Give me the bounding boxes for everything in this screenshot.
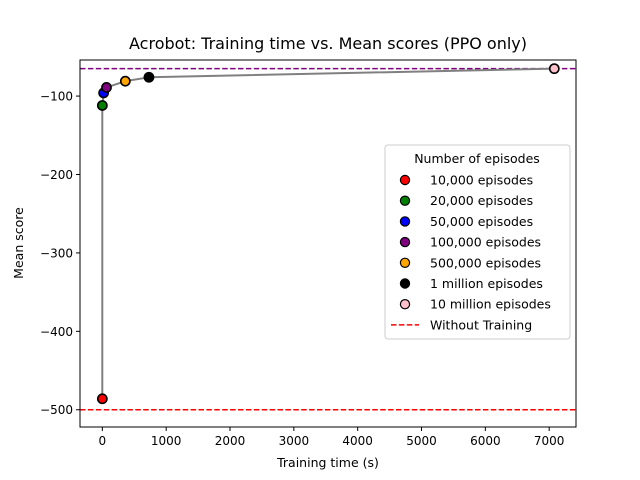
legend-entry-label: 100,000 episodes — [430, 235, 541, 250]
chart-title: Acrobot: Training time vs. Mean scores (… — [129, 34, 527, 53]
legend-entry-label: 20,000 episodes — [430, 193, 533, 208]
legend-marker-2 — [399, 216, 411, 227]
data-point-4 — [119, 75, 131, 87]
legend-frame — [384, 144, 571, 340]
legend-entry-label: 50,000 episodes — [430, 214, 533, 229]
x-tick-label: 4000 — [342, 434, 373, 448]
legend-entry-label: 10 million episodes — [430, 297, 551, 312]
axes-frame — [79, 59, 577, 428]
legend-marker-1 — [399, 195, 411, 206]
x-tick-label: 3000 — [279, 434, 310, 448]
data-point-5 — [143, 71, 155, 83]
legend-marker-5 — [399, 278, 411, 289]
x-tick-label: 2000 — [215, 434, 246, 448]
data-point-1 — [96, 100, 108, 111]
legend-title: Number of episodes — [414, 151, 540, 166]
legend-marker-4 — [399, 257, 411, 268]
x-tick-label: 7000 — [534, 434, 565, 448]
y-tick-label: −200 — [40, 168, 73, 182]
legend-entry-label: 1 million episodes — [430, 276, 543, 291]
legend-entry-label: 10,000 episodes — [430, 173, 533, 188]
x-tick-label: 5000 — [406, 434, 437, 448]
y-tick-label: −400 — [40, 325, 73, 339]
data-point-6 — [548, 63, 560, 75]
x-tick-label: 6000 — [470, 434, 501, 448]
x-axis-label: Training time (s) — [276, 455, 379, 470]
legend-marker-0 — [399, 174, 411, 186]
y-axis: −500 −400 −300 −200 −100 — [40, 90, 80, 417]
legend-marker-6 — [399, 299, 411, 310]
legend: Number of episodes 10,000 episodes 20,000… — [384, 144, 571, 340]
legend-entry-label: Without Training — [430, 317, 532, 332]
data-point-3 — [101, 82, 112, 93]
x-tick-label: 1000 — [151, 434, 182, 448]
plot-area — [79, 59, 577, 428]
y-tick-label: −300 — [40, 246, 73, 260]
legend-marker-3 — [399, 236, 411, 248]
y-tick-label: −100 — [40, 90, 73, 104]
y-tick-label: −500 — [40, 403, 73, 417]
legend-entry-label: 500,000 episodes — [430, 255, 541, 270]
data-point-0 — [96, 393, 108, 405]
y-axis-label: Mean score — [11, 207, 26, 279]
x-tick-label: 0 — [99, 434, 107, 448]
x-axis: 0 1000 2000 3000 4000 5000 6000 7000 — [99, 427, 565, 448]
